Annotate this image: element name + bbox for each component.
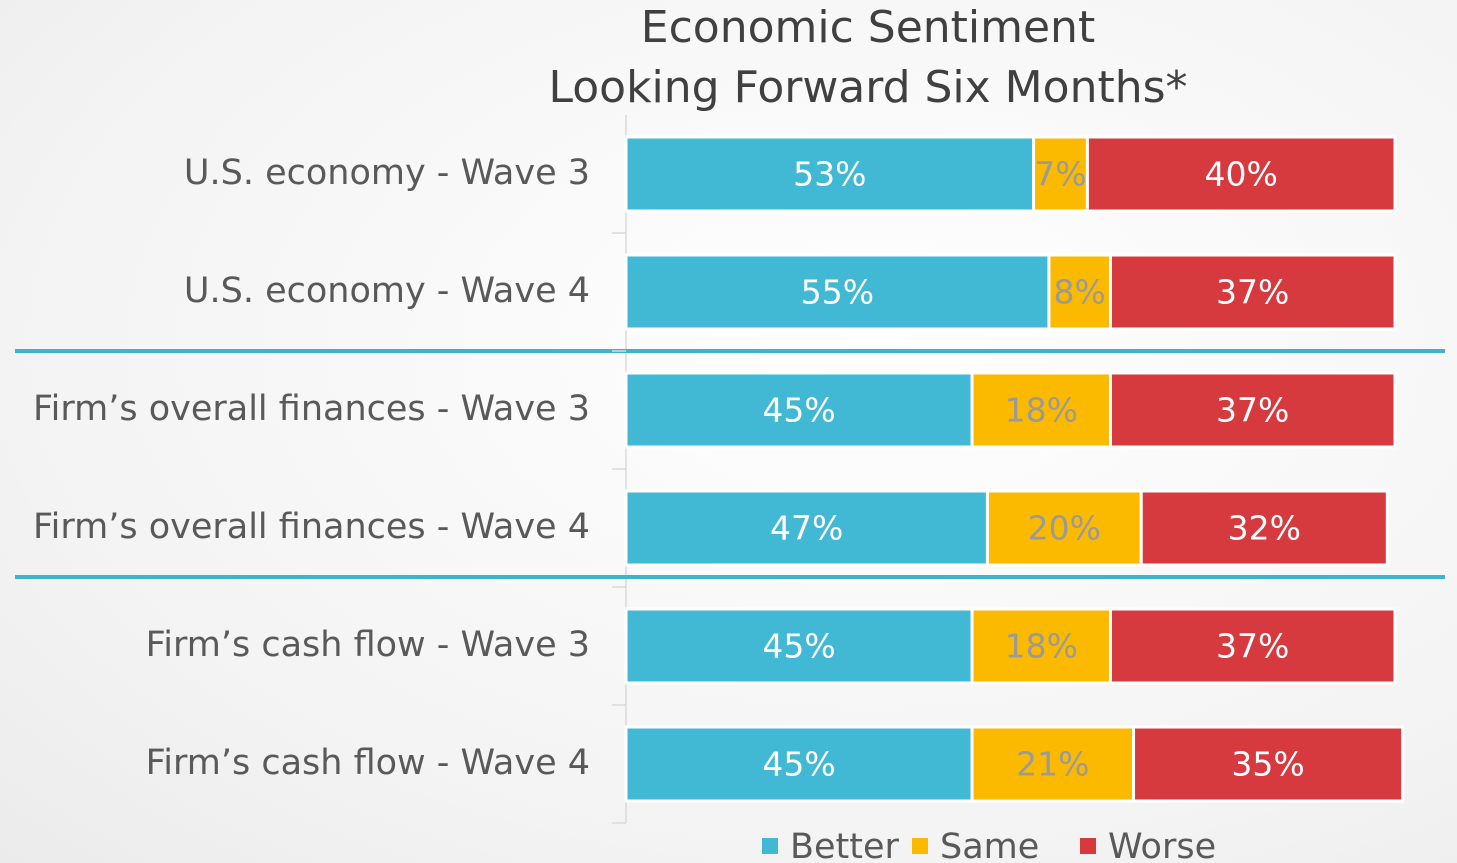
data-label: 21%	[1016, 745, 1089, 784]
data-label: 35%	[1231, 745, 1304, 784]
data-label: 40%	[1205, 155, 1278, 194]
y-tick-label: Firm’s overall finances - Wave 4	[33, 507, 590, 547]
bar-segment	[1085, 135, 1397, 213]
chart-title: Looking Forward Six Months*	[548, 62, 1187, 113]
data-label: 45%	[762, 745, 835, 784]
data-label: 37%	[1216, 627, 1289, 666]
y-tick-label: Firm’s overall finances - Wave 3	[33, 389, 590, 429]
data-label: 18%	[1005, 627, 1078, 666]
legend-swatch	[1080, 838, 1096, 854]
data-label: 37%	[1216, 391, 1289, 430]
legend-label: Same	[940, 827, 1039, 863]
bar-segment	[624, 607, 974, 685]
data-label: 18%	[1005, 391, 1078, 430]
legend-swatch	[762, 838, 778, 854]
bar-segment	[970, 725, 1136, 803]
data-label: 7%	[1034, 155, 1086, 194]
bar-segment	[985, 489, 1143, 567]
data-label: 20%	[1028, 509, 1101, 548]
bar-segment	[624, 135, 1036, 213]
bar-segment	[1132, 725, 1405, 803]
bar-segment	[970, 371, 1112, 449]
data-label: 47%	[770, 509, 843, 548]
y-tick-label: U.S. economy - Wave 3	[184, 153, 590, 193]
bar-segment	[970, 607, 1112, 685]
data-label: 37%	[1216, 273, 1289, 312]
bar-segment	[1139, 489, 1389, 567]
data-label: 55%	[801, 273, 874, 312]
y-tick-label: U.S. economy - Wave 4	[184, 271, 590, 311]
bar-segment	[1032, 135, 1089, 213]
data-label: 32%	[1228, 509, 1301, 548]
data-label: 8%	[1054, 273, 1106, 312]
data-label: 45%	[762, 627, 835, 666]
data-label: 53%	[793, 155, 866, 194]
bar-segment	[624, 371, 974, 449]
bar-segment	[1108, 253, 1397, 331]
bar-segment	[1108, 607, 1397, 685]
bar-segment	[1047, 253, 1112, 331]
chart-title: Economic Sentiment	[641, 2, 1095, 53]
data-label: 45%	[762, 391, 835, 430]
legend-label: Better	[790, 827, 900, 863]
legend-swatch	[912, 838, 928, 854]
legend-label: Worse	[1108, 827, 1216, 863]
bar-segment	[624, 725, 974, 803]
bar-segment	[1108, 371, 1397, 449]
y-tick-label: Firm’s cash flow - Wave 4	[146, 743, 590, 783]
y-tick-label: Firm’s cash flow - Wave 3	[146, 625, 590, 665]
